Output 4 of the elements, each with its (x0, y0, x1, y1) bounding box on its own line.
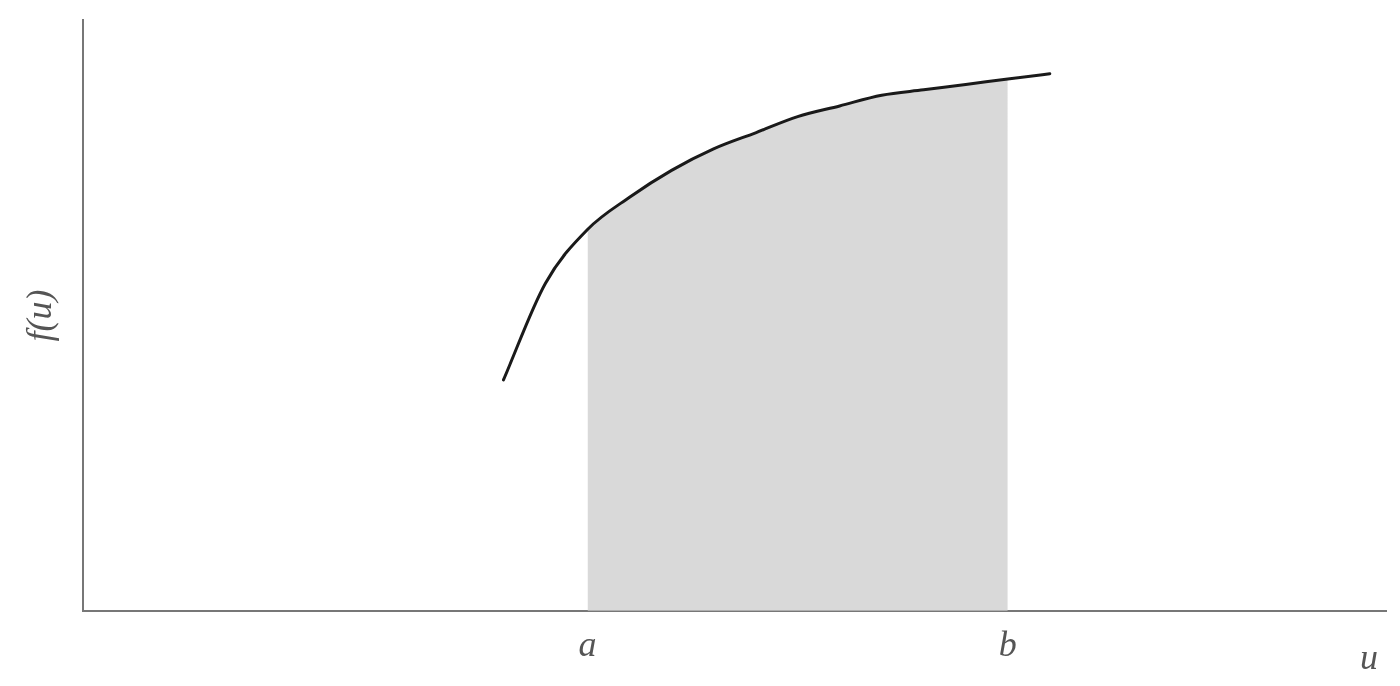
x-axis-title: u (1360, 637, 1378, 678)
y-axis-title: f(u) (19, 289, 60, 342)
x-tick-label: b (998, 623, 1017, 664)
x-tick-label: a (578, 623, 597, 664)
